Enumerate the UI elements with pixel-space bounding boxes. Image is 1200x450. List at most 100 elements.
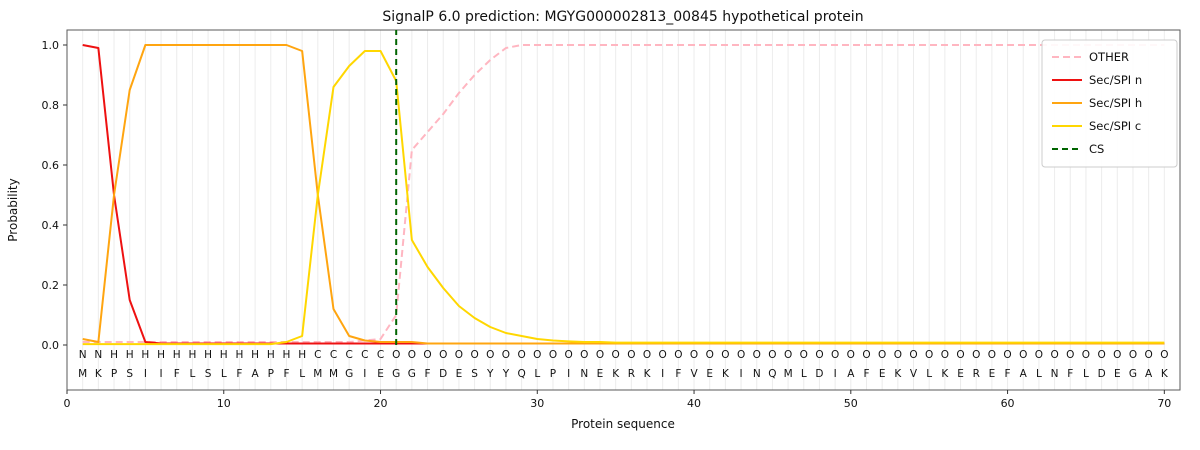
y-tick-label: 0.4 bbox=[42, 219, 60, 232]
region-letter: O bbox=[470, 349, 478, 361]
y-tick-label: 0.0 bbox=[42, 339, 60, 352]
region-letter: O bbox=[862, 349, 870, 361]
region-letter: O bbox=[784, 349, 792, 361]
y-tick-label: 0.6 bbox=[42, 159, 60, 172]
region-letter: H bbox=[173, 349, 181, 361]
x-tick-label: 40 bbox=[687, 397, 701, 410]
residue-letter: I bbox=[661, 368, 664, 380]
residue-letter: M bbox=[329, 368, 338, 380]
x-tick-label: 10 bbox=[217, 397, 231, 410]
residue-letter: L bbox=[534, 368, 540, 380]
region-letter: O bbox=[1097, 349, 1105, 361]
region-letter: O bbox=[565, 349, 573, 361]
residue-letter: K bbox=[644, 368, 652, 380]
residue-letter: Y bbox=[502, 368, 510, 380]
region-letter: O bbox=[1082, 349, 1090, 361]
region-letter: O bbox=[517, 349, 525, 361]
residue-letter: Q bbox=[517, 368, 525, 380]
region-letter: O bbox=[580, 349, 588, 361]
region-letter: O bbox=[909, 349, 917, 361]
region-letter: O bbox=[408, 349, 416, 361]
region-letter: O bbox=[831, 349, 839, 361]
region-letter: C bbox=[377, 349, 384, 361]
region-letter: C bbox=[314, 349, 321, 361]
residue-letter: N bbox=[1051, 368, 1059, 380]
residue-letter: R bbox=[628, 368, 635, 380]
legend-label: CS bbox=[1089, 142, 1104, 156]
residue-letter: E bbox=[597, 368, 604, 380]
residue-letter: N bbox=[580, 368, 588, 380]
x-tick-label: 50 bbox=[844, 397, 858, 410]
residue-letter: E bbox=[377, 368, 384, 380]
legend-label: Sec/SPI n bbox=[1089, 73, 1142, 87]
residue-letter: P bbox=[111, 368, 117, 380]
region-letter: O bbox=[721, 349, 729, 361]
region-letter: O bbox=[706, 349, 714, 361]
region-letter: H bbox=[204, 349, 212, 361]
x-tick-label: 30 bbox=[530, 397, 544, 410]
x-tick-label: 0 bbox=[64, 397, 71, 410]
residue-letter: I bbox=[160, 368, 163, 380]
residue-letter: M bbox=[784, 368, 793, 380]
region-letter: H bbox=[235, 349, 243, 361]
region-letter: N bbox=[94, 349, 102, 361]
region-letter: O bbox=[627, 349, 635, 361]
region-letter: H bbox=[188, 349, 196, 361]
residue-letter: S bbox=[205, 368, 212, 380]
region-letter: N bbox=[79, 349, 87, 361]
region-letter: O bbox=[1066, 349, 1074, 361]
residue-letter: L bbox=[299, 368, 305, 380]
residue-letter: F bbox=[283, 368, 289, 380]
residue-letter: F bbox=[1067, 368, 1073, 380]
region-letter: O bbox=[1050, 349, 1058, 361]
region-letter: H bbox=[251, 349, 259, 361]
residue-letter: F bbox=[675, 368, 681, 380]
series-line-sec-spi-h bbox=[82, 44, 1165, 345]
region-letter: H bbox=[267, 349, 275, 361]
region-letter: O bbox=[1129, 349, 1137, 361]
residue-letter: E bbox=[989, 368, 996, 380]
legend-box bbox=[1041, 39, 1178, 168]
region-letter: C bbox=[345, 349, 352, 361]
residue-letter: E bbox=[957, 368, 964, 380]
residue-letter: F bbox=[174, 368, 180, 380]
region-letter: O bbox=[674, 349, 682, 361]
region-letter: C bbox=[361, 349, 368, 361]
residue-letter: F bbox=[1005, 368, 1011, 380]
residue-letter: E bbox=[879, 368, 886, 380]
region-letter: O bbox=[1160, 349, 1168, 361]
residue-letter: K bbox=[941, 368, 949, 380]
plot-frame bbox=[66, 29, 1181, 391]
residue-letter: E bbox=[456, 368, 463, 380]
region-letter: O bbox=[643, 349, 651, 361]
region-letter: O bbox=[392, 349, 400, 361]
region-letter: O bbox=[1035, 349, 1043, 361]
residue-letter: I bbox=[144, 368, 147, 380]
region-letter: O bbox=[612, 349, 620, 361]
residue-letter: P bbox=[550, 368, 556, 380]
residue-letter: D bbox=[439, 368, 447, 380]
region-letter: H bbox=[283, 349, 291, 361]
residue-letter: K bbox=[612, 368, 620, 380]
region-letter: O bbox=[549, 349, 557, 361]
y-axis-label: Probability bbox=[6, 178, 20, 241]
region-letter: O bbox=[455, 349, 463, 361]
residue-letter: Q bbox=[768, 368, 776, 380]
region-letter: O bbox=[941, 349, 949, 361]
residue-letter: L bbox=[221, 368, 227, 380]
residue-letter: R bbox=[973, 368, 980, 380]
residue-letter: S bbox=[471, 368, 478, 380]
residue-letter: K bbox=[1161, 368, 1169, 380]
residue-letter: G bbox=[392, 368, 400, 380]
region-letter: O bbox=[815, 349, 823, 361]
region-letter: O bbox=[502, 349, 510, 361]
x-tick-label: 60 bbox=[1001, 397, 1015, 410]
region-letter: H bbox=[220, 349, 228, 361]
region-letter: O bbox=[768, 349, 776, 361]
region-letter: O bbox=[439, 349, 447, 361]
series-line-sec-spi-c bbox=[82, 50, 1165, 346]
residue-letter: L bbox=[1083, 368, 1089, 380]
region-letter: O bbox=[1145, 349, 1153, 361]
